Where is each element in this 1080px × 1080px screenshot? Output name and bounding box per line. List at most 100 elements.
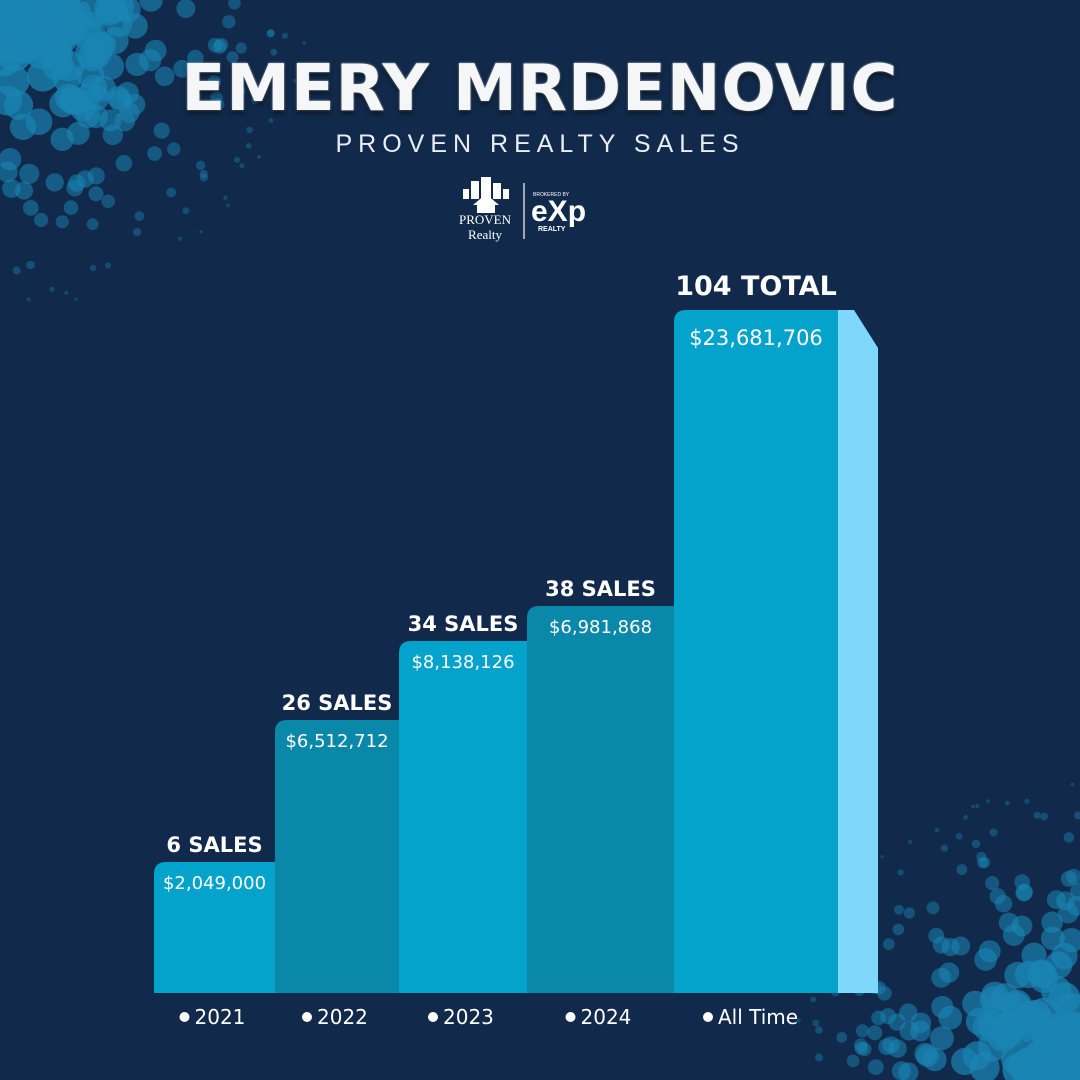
decorative-dot xyxy=(245,143,252,149)
logo-brokered-text: BROKERED BY xyxy=(533,192,570,198)
decorative-dot xyxy=(989,888,1006,905)
decorative-dot xyxy=(212,98,225,111)
x-axis-label: All Time xyxy=(718,1005,798,1029)
decorative-dot xyxy=(867,1059,884,1075)
decorative-dot xyxy=(115,154,133,172)
decorative-dot xyxy=(139,0,163,12)
decorative-dot xyxy=(815,1053,823,1062)
decorative-dot xyxy=(246,126,253,134)
bar-side-face xyxy=(838,310,878,993)
decorative-dot xyxy=(292,79,297,83)
decorative-dot xyxy=(971,839,981,848)
bar-2023 xyxy=(399,641,527,993)
decorative-dot xyxy=(89,264,97,272)
decorative-dot xyxy=(195,160,206,170)
decorative-dot xyxy=(88,186,104,202)
bar-2022 xyxy=(275,720,399,993)
decorative-dot xyxy=(1016,883,1033,901)
decorative-dot xyxy=(178,236,183,241)
sales-volume-label: $8,138,126 xyxy=(411,652,514,673)
decorative-dot xyxy=(12,266,21,275)
legend-bullet-icon xyxy=(703,1012,713,1022)
proven-realty-logo: PROVEN Realty xyxy=(459,177,512,242)
decorative-dot xyxy=(19,163,40,184)
decorative-dot xyxy=(1012,1053,1049,1080)
decorative-dot xyxy=(173,59,192,78)
decorative-dot xyxy=(234,156,241,163)
decorative-dot xyxy=(975,803,980,808)
x-axis-label: 2022 xyxy=(317,1005,368,1029)
decorative-dot xyxy=(878,1038,896,1056)
decorative-dot xyxy=(899,1021,919,1041)
decorative-dot xyxy=(166,187,177,198)
decorative-dot xyxy=(2,179,21,198)
decorative-dot xyxy=(908,840,912,844)
decorative-dot xyxy=(930,1026,954,1051)
decorative-dot xyxy=(24,34,59,70)
sales-volume-label: $23,681,706 xyxy=(689,326,823,350)
decorative-dot xyxy=(49,286,55,292)
legend-bullet-icon xyxy=(428,1012,438,1022)
decorative-dot xyxy=(199,230,203,234)
decorative-dot xyxy=(270,48,278,56)
decorative-dot xyxy=(4,90,34,120)
decorative-dot xyxy=(257,155,262,159)
legend-bullet-icon xyxy=(302,1012,312,1022)
decorative-dot xyxy=(931,967,952,988)
decorative-dot xyxy=(63,200,79,215)
logo-realty-text: Realty xyxy=(468,227,502,242)
decorative-dot xyxy=(207,75,221,89)
sales-volume-label: $2,049,000 xyxy=(163,873,266,894)
decorative-dot xyxy=(187,49,204,67)
decorative-dot xyxy=(969,1052,1000,1080)
decorative-dot xyxy=(54,50,85,82)
decorative-dot xyxy=(836,1032,848,1043)
decorative-dot xyxy=(76,170,94,188)
decorative-dot xyxy=(1063,832,1075,843)
page-title: EMERY MRDENOVIC xyxy=(181,52,899,126)
decorative-dot xyxy=(846,1054,860,1068)
sales-volume-label: $6,512,712 xyxy=(285,731,388,752)
decorative-dot xyxy=(951,936,971,956)
decorative-dot xyxy=(226,203,230,208)
decorative-dot xyxy=(1056,891,1076,911)
decorative-dot xyxy=(972,1012,1002,1042)
decorative-dot xyxy=(64,290,69,295)
decorative-dot xyxy=(116,82,139,105)
decorative-dot xyxy=(210,91,223,105)
decorative-dot xyxy=(903,907,916,919)
decorative-dot xyxy=(1001,992,1032,1023)
decorative-dot xyxy=(871,1010,886,1026)
x-axis-label: 2021 xyxy=(195,1005,246,1029)
decorative-dot xyxy=(934,827,940,833)
decorative-dot xyxy=(955,832,963,840)
decorative-dot xyxy=(239,163,245,169)
decorative-dot xyxy=(815,1026,823,1034)
decorative-dot xyxy=(53,12,87,46)
decorative-dot xyxy=(26,297,31,302)
decorative-dot xyxy=(154,66,175,87)
decorative-dot xyxy=(1029,964,1059,993)
decorative-dot xyxy=(796,1018,801,1023)
decorative-dot xyxy=(199,173,208,182)
logo-exp-realty-text: REALTY xyxy=(538,226,566,233)
bar-2024 xyxy=(527,606,674,993)
decorative-dot xyxy=(226,51,239,64)
decorative-dot xyxy=(34,212,49,228)
decorative-dot xyxy=(897,869,904,876)
decorative-dot xyxy=(977,857,989,869)
decorative-dot xyxy=(99,109,122,132)
sales-count-label: 38 SALES xyxy=(545,577,656,601)
decorative-dot xyxy=(139,49,162,72)
decorative-dot xyxy=(182,207,190,215)
decorative-dot xyxy=(74,297,78,301)
decorative-dot xyxy=(985,876,1000,891)
bar-all-time xyxy=(674,310,838,993)
decorative-dot xyxy=(22,200,39,216)
decorative-dot xyxy=(855,1024,870,1038)
decorative-dot xyxy=(133,228,142,237)
decorative-dot xyxy=(1040,812,1048,821)
decorative-dot xyxy=(976,851,987,863)
decorative-dot xyxy=(86,218,99,231)
